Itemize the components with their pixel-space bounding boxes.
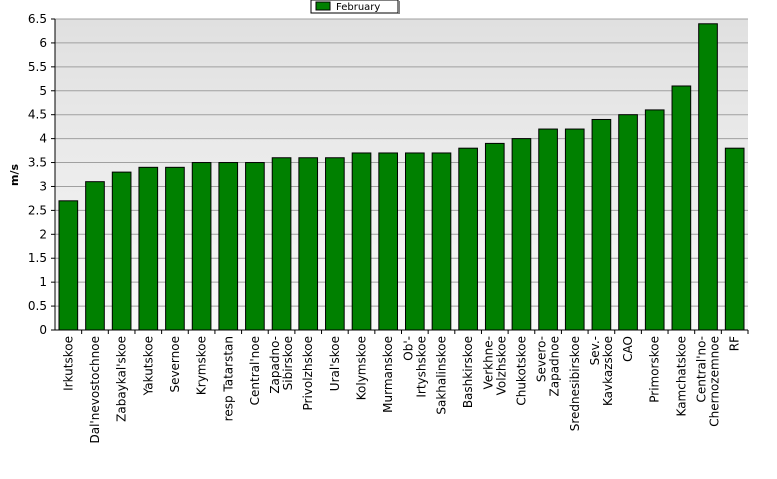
x-tick-label: Zapadno-Sibirskoe <box>268 336 295 394</box>
y-tick-label: 6 <box>39 36 47 50</box>
x-tick-label: Chukotskoe <box>514 336 528 406</box>
x-tick-group: Srednesibirskoe <box>568 336 582 431</box>
bar <box>404 152 425 331</box>
y-tick-label: 1 <box>39 275 47 289</box>
x-tick-label: Irkutskoe <box>61 336 75 391</box>
x-tick-label: Severnoe <box>168 336 182 393</box>
x-tick-group: Zabaykal'skoe <box>115 336 129 422</box>
x-tick-label: Primorskoe <box>648 336 662 403</box>
x-tick-group: Ob'-Irtyshskoe <box>401 336 428 398</box>
x-tick-label: Central'no-Chernozemnoe <box>695 336 722 427</box>
x-tick-group: Bashkirskoe <box>461 336 475 408</box>
x-tick-label: Yakutskoe <box>141 336 155 396</box>
bar <box>271 157 292 331</box>
bar <box>431 152 452 331</box>
x-tick-label: Bashkirskoe <box>461 336 475 408</box>
x-tick-label: Zabaykal'skoe <box>115 336 129 422</box>
x-tick-group: Zapadno-Sibirskoe <box>268 336 295 394</box>
x-tick-group: Irkutskoe <box>61 336 75 391</box>
x-tick-label: Verkhne-Volzhskoe <box>481 336 508 395</box>
x-tick-label: Severo-Zapadnoe <box>535 336 562 397</box>
x-tick-group: Severnoe <box>168 336 182 393</box>
y-tick-label: 4.5 <box>28 108 47 122</box>
bar <box>58 200 79 331</box>
bar <box>111 171 132 331</box>
x-tick-label: Central'noe <box>248 336 262 405</box>
bar <box>644 109 665 331</box>
x-tick-group: Yakutskoe <box>141 336 155 396</box>
bar <box>298 157 319 331</box>
x-tick-label: Privolzhskoe <box>301 336 315 410</box>
x-tick-group: RF <box>728 336 742 351</box>
x-tick-label: Dal'nevostochnoe <box>88 336 102 444</box>
x-tick-group: Sev.-Kavkazskoe <box>588 336 615 406</box>
x-tick-label: resp Tatarstan <box>221 336 235 421</box>
bar <box>618 114 638 331</box>
x-tick-group: resp Tatarstan <box>221 336 235 421</box>
y-tick-label: 3 <box>39 179 47 193</box>
bar <box>325 157 345 331</box>
bar <box>671 85 692 331</box>
bar <box>538 128 558 331</box>
x-tick-group: Murmanskoe <box>381 336 395 413</box>
x-tick-group: Severo-Zapadnoe <box>535 336 562 397</box>
bar <box>484 142 505 331</box>
x-tick-group: Kamchatskoe <box>674 336 688 416</box>
x-tick-group: Verkhne-Volzhskoe <box>481 336 508 395</box>
x-tick-group: Central'noe <box>248 336 262 405</box>
y-tick-label: 5 <box>39 84 47 98</box>
legend-swatch <box>315 1 331 11</box>
y-tick-label: 3.5 <box>28 156 47 170</box>
bar <box>564 128 585 331</box>
x-tick-group: Primorskoe <box>648 336 662 403</box>
x-tick-label: Kamchatskoe <box>674 336 688 416</box>
x-tick-label: Ob'-Irtyshskoe <box>401 336 428 398</box>
legend-label: February <box>336 2 380 13</box>
bar <box>378 152 399 331</box>
x-tick-group: Chukotskoe <box>514 336 528 406</box>
x-tick-group: Dal'nevostochnoe <box>88 336 102 444</box>
bar <box>165 166 185 331</box>
x-tick-group: Central'no-Chernozemnoe <box>695 336 722 427</box>
y-tick-label: 2 <box>39 227 47 241</box>
x-tick-label: Ural'skoe <box>328 336 342 391</box>
bar <box>191 162 212 331</box>
x-tick-label: Srednesibirskoe <box>568 336 582 431</box>
x-tick-label: Sakhalinskoe <box>434 336 448 415</box>
bar <box>591 118 612 331</box>
x-tick-label: Murmanskoe <box>381 336 395 413</box>
bar <box>698 23 718 331</box>
x-tick-label: Sev.-Kavkazskoe <box>588 336 615 406</box>
legend: February <box>310 0 400 14</box>
y-tick-label: 0.5 <box>28 299 47 313</box>
y-tick-label: 0 <box>39 323 47 337</box>
x-tick-label: RF <box>728 336 742 351</box>
x-tick-label: CAO <box>621 336 635 362</box>
bar <box>218 162 239 331</box>
y-tick-label: 6.5 <box>28 12 47 26</box>
y-tick-label: 5.5 <box>28 60 47 74</box>
bar <box>511 138 532 331</box>
x-tick-group: Sakhalinskoe <box>434 336 448 415</box>
x-tick-group: CAO <box>621 336 635 362</box>
y-tick-label: 4 <box>39 132 47 146</box>
bar <box>245 162 265 331</box>
x-tick-group: Privolzhskoe <box>301 336 315 410</box>
bar <box>85 181 105 331</box>
y-tick-label: 2.5 <box>28 203 47 217</box>
x-tick-label: Krymskoe <box>195 336 209 395</box>
y-tick-label: 1.5 <box>28 251 47 265</box>
x-tick-group: Kolymskoe <box>355 336 369 400</box>
bar <box>351 152 372 331</box>
bar <box>138 166 159 331</box>
plot-area <box>55 19 748 330</box>
bar <box>724 147 745 331</box>
bar <box>458 147 478 331</box>
x-tick-label: Kolymskoe <box>355 336 369 400</box>
y-axis-label: m/s <box>8 164 21 186</box>
x-tick-group: Ural'skoe <box>328 336 342 391</box>
x-tick-group: Krymskoe <box>195 336 209 395</box>
